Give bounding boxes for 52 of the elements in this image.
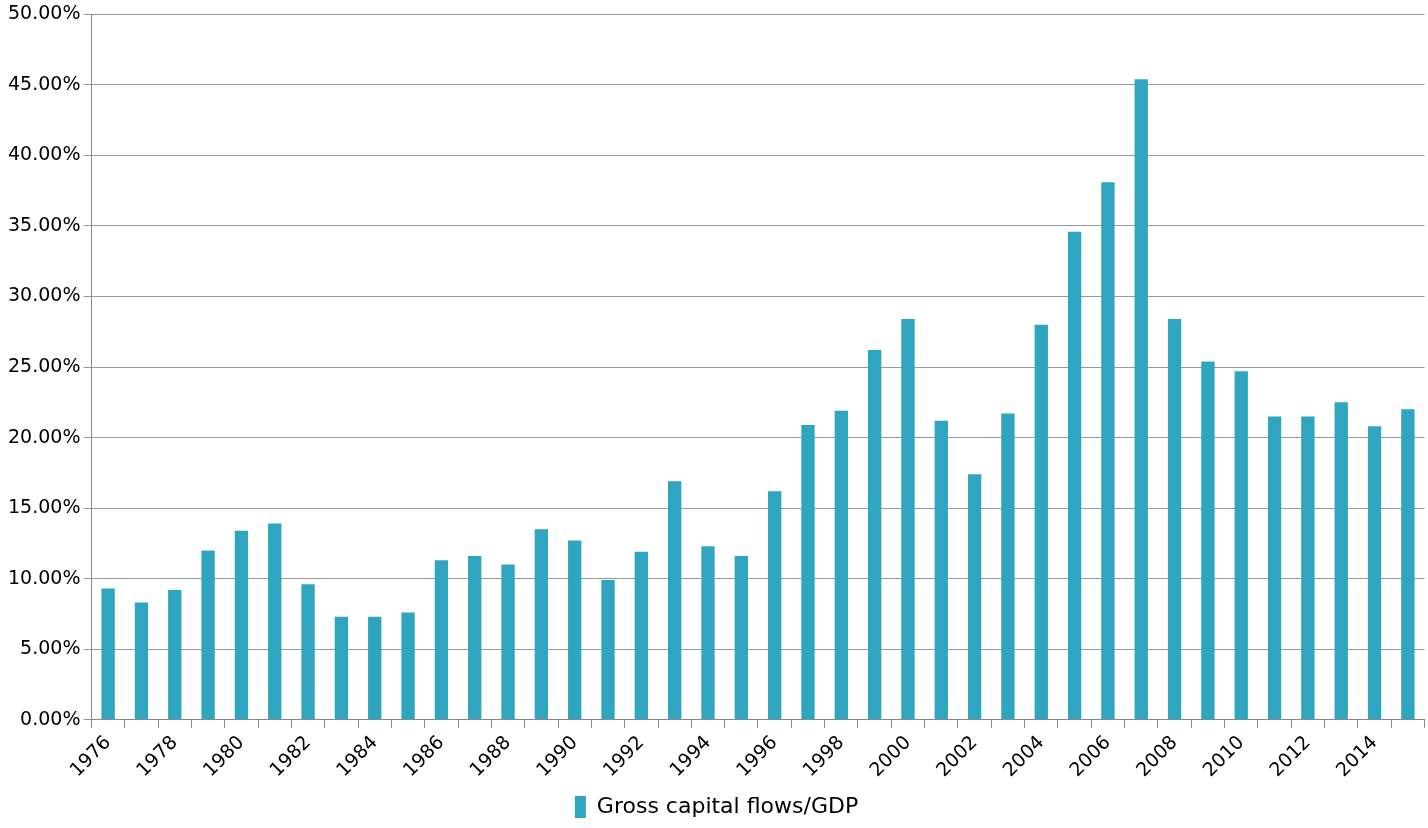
bar xyxy=(134,602,149,720)
bar xyxy=(1234,371,1248,720)
bar xyxy=(767,491,782,720)
bar xyxy=(1134,79,1148,720)
bar xyxy=(1167,319,1182,720)
y-tick-label: 15.00% xyxy=(7,495,81,518)
bar xyxy=(834,410,848,720)
bar xyxy=(967,474,982,720)
y-tick-label: 30.00% xyxy=(7,283,81,306)
y-tick-label: 25.00% xyxy=(7,353,81,376)
bar xyxy=(1367,426,1382,720)
bar xyxy=(934,420,948,720)
bar xyxy=(601,580,615,720)
y-tick-label: 0.00% xyxy=(20,706,81,729)
bar xyxy=(1067,231,1082,720)
bar xyxy=(401,612,415,720)
bar xyxy=(867,350,882,720)
bar xyxy=(501,564,515,720)
bar xyxy=(101,588,115,720)
bar xyxy=(801,424,815,720)
y-tick-label: 10.00% xyxy=(7,565,81,588)
y-tick-label: 5.00% xyxy=(20,636,81,659)
bar xyxy=(1267,416,1282,720)
bar xyxy=(268,523,282,720)
bar xyxy=(334,616,349,720)
y-tick-label: 50.00% xyxy=(7,1,81,24)
bar xyxy=(534,529,549,720)
bar xyxy=(1034,324,1048,720)
bar xyxy=(468,556,482,720)
y-tick-label: 45.00% xyxy=(7,71,81,94)
y-tick-label: 20.00% xyxy=(7,424,81,447)
y-tick-label: 40.00% xyxy=(7,142,81,165)
bar xyxy=(168,589,182,720)
bar xyxy=(568,540,582,720)
bar xyxy=(301,584,315,720)
bar xyxy=(1101,182,1115,720)
bar xyxy=(1401,409,1415,720)
bar xyxy=(1001,413,1015,720)
bar xyxy=(201,550,215,720)
bar xyxy=(668,481,682,720)
bar xyxy=(701,546,715,720)
bar xyxy=(634,551,649,720)
bar xyxy=(1334,402,1348,720)
bar xyxy=(901,319,915,720)
y-tick-label: 35.00% xyxy=(7,212,81,235)
bar xyxy=(368,616,382,720)
bar xyxy=(1201,361,1215,720)
bar xyxy=(434,560,449,720)
bar xyxy=(234,530,249,720)
legend-label: Gross capital flows/GDP xyxy=(596,792,859,818)
bar xyxy=(1301,416,1315,720)
bar xyxy=(734,556,748,720)
